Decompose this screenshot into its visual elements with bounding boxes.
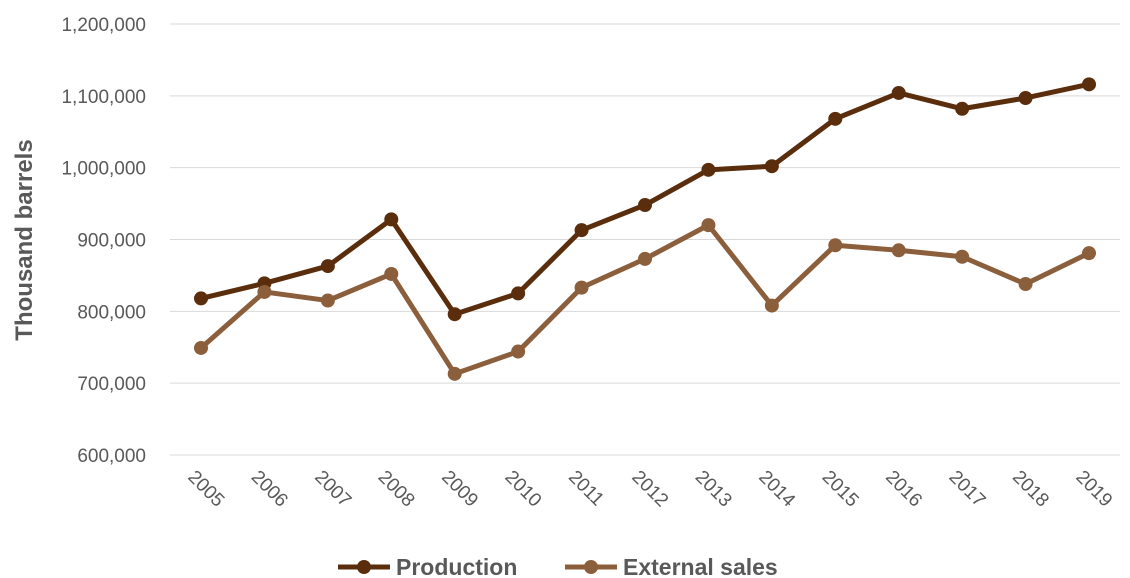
x-tick-label: 2019 xyxy=(1071,467,1116,512)
data-point-production xyxy=(574,223,589,238)
y-axis-title: Thousand barrels xyxy=(11,139,38,340)
data-point-external-sales xyxy=(257,284,272,299)
legend-label-production: Production xyxy=(396,554,517,578)
x-tick-label: 2012 xyxy=(627,467,672,512)
x-tick-label: 2017 xyxy=(945,467,990,512)
data-point-production xyxy=(194,291,208,306)
y-tick-label: 800,000 xyxy=(77,302,146,323)
x-tick-label: 2005 xyxy=(183,467,228,512)
data-point-production xyxy=(447,307,462,322)
x-tick-label: 2018 xyxy=(1008,467,1053,512)
gridlines xyxy=(170,23,1120,456)
y-tick-label: 1,100,000 xyxy=(61,87,146,108)
series-group xyxy=(194,77,1096,381)
x-tick-label: 2007 xyxy=(310,467,355,512)
data-point-production xyxy=(701,162,716,177)
y-tick-label: 700,000 xyxy=(77,374,146,395)
data-point-external-sales xyxy=(828,238,843,253)
x-tick-label: 2009 xyxy=(437,467,482,512)
legend-swatch-marker-production xyxy=(357,560,371,574)
x-tick-label: 2008 xyxy=(374,467,419,512)
data-point-external-sales xyxy=(511,344,526,359)
x-tick-label: 2013 xyxy=(691,467,736,512)
y-tick-label: 600,000 xyxy=(77,446,146,467)
y-tick-label: 1,000,000 xyxy=(61,159,146,180)
data-point-external-sales xyxy=(955,249,970,264)
data-point-production xyxy=(764,159,779,174)
data-point-production xyxy=(891,85,906,100)
legend-label-external-sales: External sales xyxy=(623,554,778,578)
data-point-production xyxy=(955,101,970,116)
legend-swatch-marker-external-sales xyxy=(584,560,598,574)
x-tick-label: 2010 xyxy=(501,467,546,512)
legend: Production External sales xyxy=(338,554,778,578)
data-point-external-sales xyxy=(574,280,589,295)
data-point-external-sales xyxy=(638,251,652,266)
data-point-production xyxy=(320,259,335,274)
y-axis-ticks: 600,000 700,000 800,000 900,000 1,000,000 1,1… xyxy=(61,15,146,467)
y-tick-label: 1,200,000 xyxy=(61,15,146,36)
x-axis-ticks: 2005 2006 2007 2008 2009 2010 2011 2012 2013 2014… xyxy=(183,467,1116,512)
data-point-production xyxy=(828,111,843,126)
data-point-external-sales xyxy=(1018,277,1033,292)
x-tick-label: 2014 xyxy=(754,467,799,512)
data-point-external-sales xyxy=(764,298,779,313)
data-point-external-sales xyxy=(320,293,335,308)
x-tick-label: 2015 xyxy=(818,467,863,512)
x-tick-label: 2016 xyxy=(881,467,926,512)
y-tick-label: 900,000 xyxy=(77,231,146,252)
data-point-external-sales xyxy=(447,366,462,381)
data-point-production xyxy=(511,286,526,301)
data-point-production xyxy=(1018,90,1033,105)
x-tick-label: 2006 xyxy=(247,467,292,512)
data-point-production xyxy=(384,212,399,227)
x-tick-label: 2011 xyxy=(564,467,608,511)
data-point-external-sales xyxy=(194,340,208,355)
data-point-external-sales xyxy=(891,243,906,258)
data-point-external-sales xyxy=(1082,246,1096,261)
data-point-external-sales xyxy=(701,218,716,233)
data-point-external-sales xyxy=(384,266,399,281)
data-point-production xyxy=(1082,77,1096,92)
data-point-production xyxy=(638,198,652,213)
